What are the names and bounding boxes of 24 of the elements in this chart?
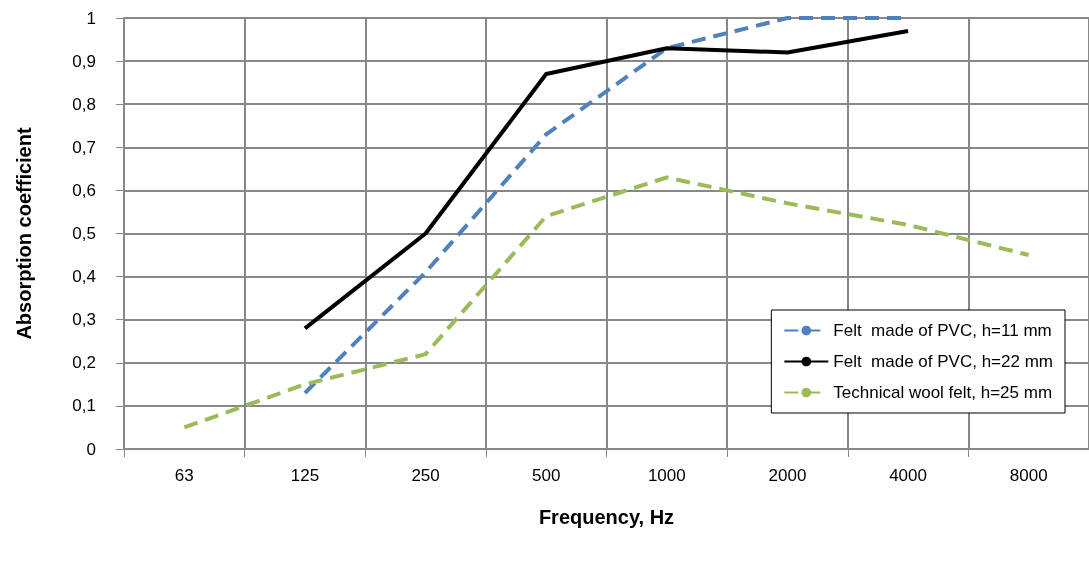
x-tick-label: 63 — [174, 466, 194, 485]
x-tick-label: 250 — [411, 466, 440, 485]
y-tick-label: 0,9 — [72, 51, 96, 71]
y-axis-title: Absorption coefficient — [13, 127, 35, 340]
y-tick-label: 0,5 — [72, 224, 96, 243]
y-tick-label: 0 — [86, 439, 96, 459]
y-tick-label: 0,1 — [72, 396, 96, 416]
y-tick-label: 0,4 — [72, 267, 96, 287]
x-axis-title: Frequency, Hz — [538, 506, 675, 528]
y-tick-label: 1 — [86, 8, 96, 28]
x-tick-label: 1000 — [647, 466, 686, 485]
y-tick-label: 0,7 — [72, 137, 96, 157]
y-tick-label: 0,2 — [72, 353, 96, 373]
legend-label: Felt made of PVC, h=22 mm — [833, 352, 1053, 371]
x-tick-label: 2000 — [768, 466, 807, 485]
legend-label: Felt made of PVC, h=11 mm — [833, 321, 1052, 340]
x-tick-label: 4000 — [889, 466, 927, 485]
y-tick-label: 0,8 — [72, 94, 96, 114]
y-tick-label: 0,6 — [72, 180, 96, 200]
x-tick-label: 125 — [290, 466, 320, 485]
y-tick-label: 0,3 — [72, 310, 96, 330]
legend-label: Technical wool felt, h=25 mm — [833, 383, 1053, 402]
x-tick-label: 500 — [532, 466, 561, 485]
x-tick-label: 8000 — [1009, 466, 1048, 485]
